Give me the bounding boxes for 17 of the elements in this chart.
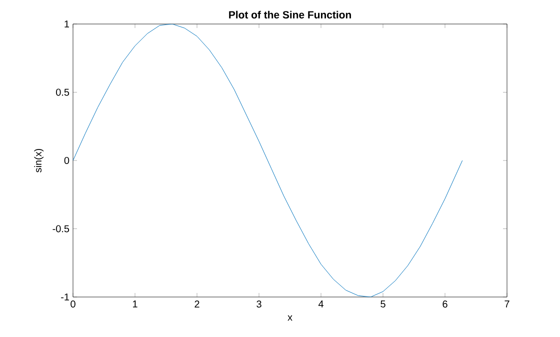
y-tick-label: 0 <box>64 156 70 164</box>
x-tick-label: 7 <box>504 300 510 308</box>
line-series <box>73 24 463 297</box>
x-tick-label: 2 <box>194 300 200 308</box>
y-tick-label: -0.5 <box>52 225 70 232</box>
x-axis-title: x <box>288 315 292 321</box>
y-tick-label: 1 <box>64 20 70 28</box>
y-tick-label: -1 <box>61 294 70 300</box>
chart-title: Plot of the Sine Function <box>229 10 351 19</box>
x-tick-label: 0 <box>70 300 76 308</box>
y-axis-title: sin(x) <box>34 148 44 172</box>
x-tick-label: 6 <box>442 300 448 308</box>
x-tick-label: 3 <box>256 300 262 308</box>
x-tick-label: 4 <box>318 300 324 308</box>
x-tick-label: 5 <box>380 300 386 308</box>
x-tick-label: 1 <box>133 300 138 308</box>
y-tick-label: 0.5 <box>56 88 70 96</box>
